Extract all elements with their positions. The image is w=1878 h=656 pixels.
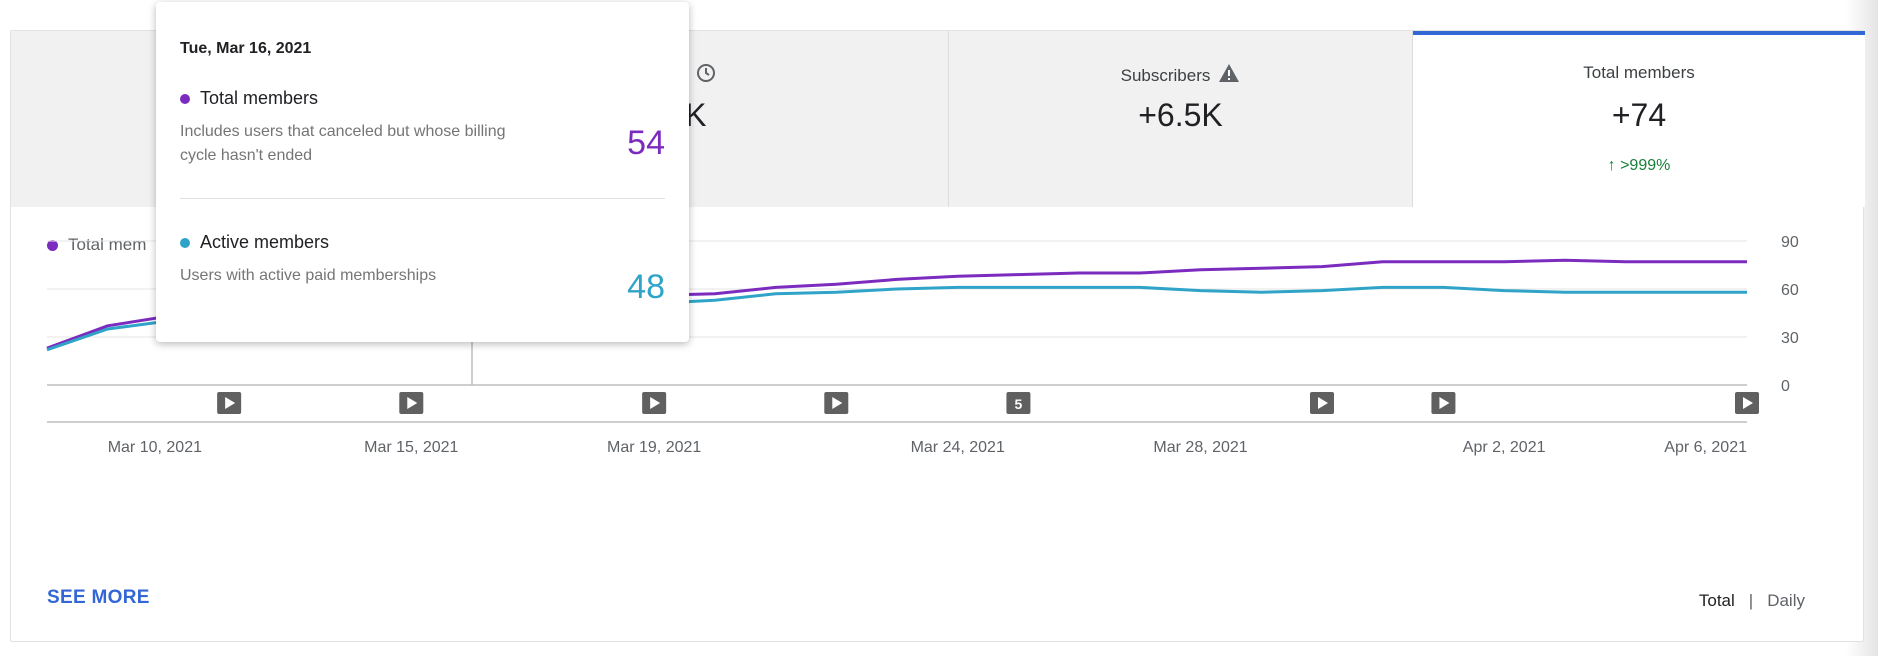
legend-dot (47, 239, 58, 251)
x-tick-label: Apr 6, 2021 (1664, 439, 1747, 456)
y-tick-label: 90 (1781, 234, 1799, 251)
tooltip-total-value: 54 (627, 124, 665, 162)
metric-label: Subscribers (949, 63, 1412, 88)
toggle-separator: | (1748, 591, 1754, 610)
video-marker-icon (642, 392, 667, 414)
video-marker-icon (1006, 392, 1031, 414)
tooltip-total-title: Total members (180, 88, 318, 109)
see-more-link[interactable]: SEE MORE (47, 587, 150, 608)
video-marker-icon (217, 392, 242, 414)
x-tick-label: Mar 19, 2021 (607, 439, 701, 456)
total-daily-toggle: Total | Daily (1699, 591, 1805, 611)
video-marker-count: 5 (1015, 396, 1023, 412)
metric-value: +6.5K (1138, 97, 1223, 133)
toggle-total[interactable]: Total (1698, 591, 1735, 610)
x-tick-label: Mar 28, 2021 (1153, 439, 1247, 456)
video-marker-icon (1431, 392, 1456, 414)
x-tick-label: Apr 2, 2021 (1463, 439, 1546, 456)
video-marker-icon (1735, 392, 1759, 414)
x-tick-label: Mar 10, 2021 (108, 439, 202, 456)
x-tick-label: Mar 15, 2021 (364, 439, 458, 456)
y-tick-label: 60 (1781, 282, 1799, 299)
play-icon (832, 397, 843, 409)
metric-change: ↑ >999% (1607, 157, 1671, 174)
tooltip-divider (180, 198, 665, 199)
tooltip-date: Tue, Mar 16, 2021 (180, 40, 312, 57)
play-icon (1439, 397, 1450, 409)
video-marker-icon (824, 392, 849, 414)
y-tick-label: 30 (1781, 330, 1799, 347)
metric-value: +74 (1611, 97, 1667, 133)
play-icon (407, 397, 418, 409)
warning-icon (1218, 63, 1240, 88)
play-icon (1318, 397, 1328, 409)
toggle-daily[interactable]: Daily (1767, 591, 1805, 610)
tooltip-dot-total (180, 93, 190, 104)
tooltip-dot-active (180, 237, 190, 248)
play-icon (225, 397, 236, 409)
tooltip-active-label: Active members (200, 232, 330, 252)
video-marker-icon (399, 392, 424, 414)
x-tick-label: Mar 24, 2021 (911, 439, 1005, 456)
y-tick-label: 0 (1781, 378, 1790, 395)
legend-label: Total mem (68, 235, 147, 254)
metric-tab-total-members[interactable]: Total members +74 ↑ >999% (1413, 31, 1865, 207)
metric-tab-subscribers[interactable]: Subscribers +6.5K (949, 31, 1413, 207)
tooltip-active-desc: Users with active paid memberships (180, 267, 437, 284)
video-marker-icon (1310, 392, 1334, 414)
tooltip-total-desc: Includes users that canceled but whose b… (180, 123, 506, 164)
legend-total-members[interactable]: Total mem (47, 235, 146, 255)
play-icon (1743, 397, 1753, 409)
clock-icon (696, 63, 716, 88)
play-icon (650, 397, 661, 409)
tooltip-total-label: Total members (200, 88, 319, 108)
chart-tooltip: Tue, Mar 16, 2021 Total members Includes… (156, 2, 689, 342)
tooltip-active-value: 48 (627, 268, 665, 306)
metric-label: Total members (1583, 63, 1695, 82)
tooltip-active-title: Active members (180, 232, 329, 253)
